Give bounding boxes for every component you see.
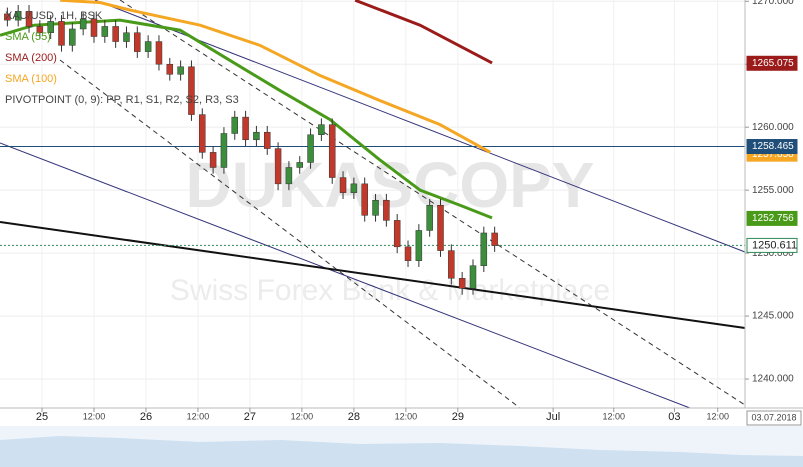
dashed-channel [119,0,746,406]
x-tick-label: Jul [546,411,560,423]
legend: XAU/USD, 1H, BSK PIVOTPOINT (0, 9): PP, … [5,10,239,106]
candle-body [69,28,76,46]
x-tick-label: 03 [668,411,680,423]
price-label: 1258.465 [752,141,794,152]
candle-body [155,41,163,65]
price-label: 1265.075 [752,58,794,69]
legend-entry: SMA (55) [5,31,51,43]
grid [0,0,745,408]
legend-title: XAU/USD, 1H, BSK [5,10,103,22]
navigator-area [0,436,803,467]
candle-body [263,131,271,149]
watermark: DUKASCOPY [186,149,595,221]
candle-body [123,32,130,42]
x-tick-label: 29 [452,411,464,423]
candle-body [372,199,379,216]
channel-line [0,142,691,409]
x-tick-label: 12:00 [706,411,729,421]
candle-body [199,114,206,153]
price-label-box [746,139,798,155]
candle-body [415,230,423,261]
candle-body [144,41,152,52]
sma-line [354,0,493,65]
price-label-box [746,210,798,226]
x-tick-label: 12:00 [83,411,106,421]
trend-lines [0,0,746,409]
candle-body [274,148,282,185]
plot [0,0,745,295]
price-label: 1252.756 [752,213,794,224]
candle-body [350,183,358,193]
x-tick-label: 25 [36,411,48,423]
candle-body [469,265,477,289]
candle-body [209,152,217,168]
candle-body [491,232,498,246]
candle-body [47,21,54,33]
y-tick-label: 1260.000 [752,122,794,133]
candle-body [318,124,325,135]
sma-line [60,0,492,154]
candle-body [404,246,412,261]
candle-body [36,26,44,33]
candle-body [307,134,314,163]
x-tick-label: 12:00 [187,411,210,421]
y-tick-label: 1270.000 [752,0,794,7]
x-tick-label: 12:00 [602,411,625,421]
candle-body [361,183,368,216]
candle-body [220,133,228,168]
candle-body [134,32,141,52]
candle-body [339,177,347,193]
candle-body [253,131,260,141]
legend-entry: SMA (100) [5,73,57,85]
candle-body [231,116,239,134]
candle-body [393,220,401,248]
candle-body [242,116,249,141]
candle-body [112,26,119,42]
price-label-box [746,237,798,253]
y-tick-label: 1250.000 [752,248,794,259]
y-tick-label: 1255.000 [752,185,794,196]
x-tick-label: 28 [348,411,360,423]
candle-body [437,205,444,251]
candle-body [383,199,390,221]
candle-body [166,63,174,75]
legend-pivot: PIVOTPOINT (0, 9): PP, R1, S1, R2, S2, R… [5,94,239,106]
date-box [746,410,802,426]
price-label: 1257.858 [752,149,794,160]
candle-body [285,167,293,185]
candle-body [25,11,33,27]
trend-line [0,221,746,329]
dashed-channel [59,59,521,409]
candle-body [480,232,488,266]
candle-body [101,26,109,37]
candle-body [188,66,195,115]
candle-body [448,250,455,279]
x-tick-label: 12:00 [395,411,418,421]
date-label: 03.07.2018 [751,412,796,422]
y-tick-label: 1245.000 [752,311,794,322]
candle-body [4,13,11,21]
price-label-box [746,55,798,71]
candle-body [458,278,466,289]
price-label: 1250.611 [752,239,797,251]
watermark-subtitle: Swiss Forex Bank & Marketplace [170,274,610,307]
channel-line [94,0,746,253]
x-tick-label: 12:00 [291,411,314,421]
candle-body [90,18,98,37]
candle-body [426,205,433,231]
x-tick-label: 27 [244,411,256,423]
candle-body [328,124,336,178]
y-tick-label: 1240.000 [752,374,794,385]
candle-body [296,162,303,168]
candle-body [79,18,87,30]
candle-body [58,21,65,46]
candle-body [177,66,184,75]
legend-entry: SMA (200) [5,52,57,64]
candle-body [14,11,22,21]
x-tick-label: 26 [140,411,152,423]
